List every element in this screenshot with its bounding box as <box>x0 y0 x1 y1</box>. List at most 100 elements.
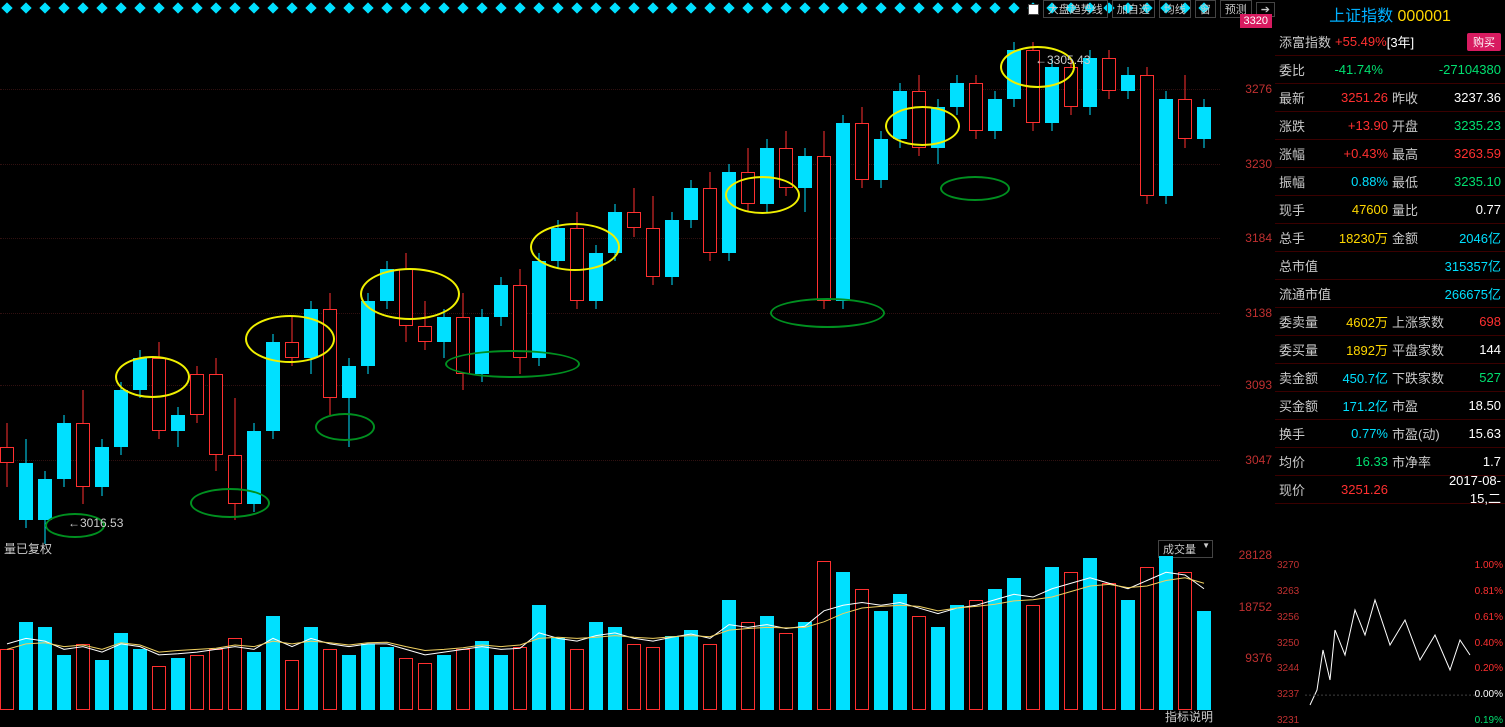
index-code: 000001 <box>1398 8 1451 25</box>
quote-row: 总市值315357亿 <box>1275 252 1505 280</box>
quote-row: 流通市值266675亿 <box>1275 280 1505 308</box>
tb-trend[interactable]: 大盘趋势线 <box>1043 0 1108 18</box>
candle[interactable] <box>323 18 337 536</box>
candle[interactable] <box>855 18 869 536</box>
yellow-ellipse <box>360 268 460 320</box>
candle[interactable] <box>1159 18 1173 536</box>
candle[interactable] <box>456 18 470 536</box>
candle[interactable] <box>152 18 166 536</box>
quote-row: 现手47600量比0.77 <box>1275 196 1505 224</box>
candle[interactable] <box>228 18 242 536</box>
candle[interactable] <box>893 18 907 536</box>
candle[interactable] <box>1007 18 1021 536</box>
candle[interactable] <box>570 18 584 536</box>
green-ellipse <box>315 413 375 441</box>
candle[interactable] <box>1140 18 1154 536</box>
green-ellipse <box>190 488 270 518</box>
yellow-ellipse <box>725 176 800 214</box>
candle[interactable] <box>475 18 489 536</box>
candle[interactable] <box>266 18 280 536</box>
quote-rows: 委比-41.74%-27104380最新3251.26昨收3237.36涨跌+1… <box>1275 56 1505 504</box>
candle[interactable] <box>627 18 641 536</box>
yellow-ellipse <box>115 356 190 398</box>
candle[interactable] <box>1197 18 1211 536</box>
candle[interactable] <box>779 18 793 536</box>
candle[interactable] <box>1064 18 1078 536</box>
candle[interactable] <box>1102 18 1116 536</box>
yellow-ellipse <box>885 106 960 146</box>
index-name: 上证指数 <box>1329 8 1393 25</box>
candle[interactable] <box>665 18 679 536</box>
quote-row: 买金额171.2亿市盈18.50 <box>1275 392 1505 420</box>
candle[interactable] <box>646 18 660 536</box>
checkbox-icon[interactable] <box>1028 4 1039 15</box>
candle[interactable] <box>836 18 850 536</box>
index-title: 上证指数 000001 <box>1275 0 1505 28</box>
candle[interactable] <box>190 18 204 536</box>
candle[interactable] <box>114 18 128 536</box>
candle[interactable] <box>1045 18 1059 536</box>
candle[interactable] <box>57 18 71 536</box>
tianfu-row: 添富指数 +55.49% [3年] 购买 <box>1275 28 1505 56</box>
candle[interactable] <box>532 18 546 536</box>
quote-row: 委比-41.74%-27104380 <box>1275 56 1505 84</box>
quote-row: 最新3251.26昨收3237.36 <box>1275 84 1505 112</box>
green-ellipse <box>940 176 1010 201</box>
candle[interactable] <box>703 18 717 536</box>
candle[interactable] <box>798 18 812 536</box>
candle[interactable] <box>1026 18 1040 536</box>
quote-row: 涨跌+13.90开盘3235.23 <box>1275 112 1505 140</box>
tb-window[interactable]: 窗 <box>1195 0 1216 18</box>
yellow-ellipse <box>245 315 335 363</box>
candle[interactable] <box>342 18 356 536</box>
candle[interactable] <box>1178 18 1192 536</box>
quote-row: 总手18230万金额2046亿 <box>1275 224 1505 252</box>
buy-button[interactable]: 购买 <box>1467 33 1501 51</box>
candle[interactable] <box>684 18 698 536</box>
candle[interactable] <box>874 18 888 536</box>
candle[interactable] <box>285 18 299 536</box>
price-annotation: ←3016.53 <box>68 516 123 530</box>
candle[interactable] <box>76 18 90 536</box>
candle[interactable] <box>741 18 755 536</box>
candle[interactable] <box>912 18 926 536</box>
candle[interactable] <box>494 18 508 536</box>
candle[interactable] <box>38 18 52 536</box>
candle[interactable] <box>209 18 223 536</box>
quote-row: 委卖量4602万上涨家数698 <box>1275 308 1505 336</box>
volume-axis: 28128187529376 <box>1220 555 1275 710</box>
candle[interactable] <box>551 18 565 536</box>
candle[interactable] <box>817 18 831 536</box>
quote-row: 振幅0.88%最低3235.10 <box>1275 168 1505 196</box>
candle[interactable] <box>0 18 14 536</box>
candle[interactable] <box>931 18 945 536</box>
candle[interactable] <box>1121 18 1135 536</box>
candle[interactable] <box>133 18 147 536</box>
candle[interactable] <box>608 18 622 536</box>
candle[interactable] <box>513 18 527 536</box>
tb-ma[interactable]: 均线 <box>1159 0 1191 18</box>
candle[interactable] <box>722 18 736 536</box>
quote-row: 换手0.77%市盈(动)15.63 <box>1275 420 1505 448</box>
candle[interactable] <box>969 18 983 536</box>
candle[interactable] <box>950 18 964 536</box>
indicator-label[interactable]: 指标说明 <box>1165 708 1213 725</box>
candle[interactable] <box>589 18 603 536</box>
candle[interactable] <box>304 18 318 536</box>
tb-addfav[interactable]: 加自选 <box>1112 0 1155 18</box>
volume-chart[interactable] <box>0 555 1220 710</box>
green-ellipse <box>445 350 580 378</box>
candle[interactable] <box>19 18 33 536</box>
candle[interactable] <box>760 18 774 536</box>
green-ellipse <box>770 298 885 328</box>
candle[interactable] <box>171 18 185 536</box>
candle[interactable] <box>988 18 1002 536</box>
candle[interactable] <box>247 18 261 536</box>
candle[interactable] <box>95 18 109 536</box>
candlestick-chart[interactable]: ←3016.53←3305.43 <box>0 18 1220 536</box>
intraday-mini-chart[interactable]: 32703263325632503244323732311.00%0.81%0.… <box>1275 560 1505 727</box>
candle[interactable] <box>1083 18 1097 536</box>
chart-toolbar: 大盘趋势线 加自选 均线 窗 预测 ➔ <box>1028 0 1275 18</box>
quote-row: 委买量1892万平盘家数144 <box>1275 336 1505 364</box>
quote-row: 卖金额450.7亿下跌家数527 <box>1275 364 1505 392</box>
